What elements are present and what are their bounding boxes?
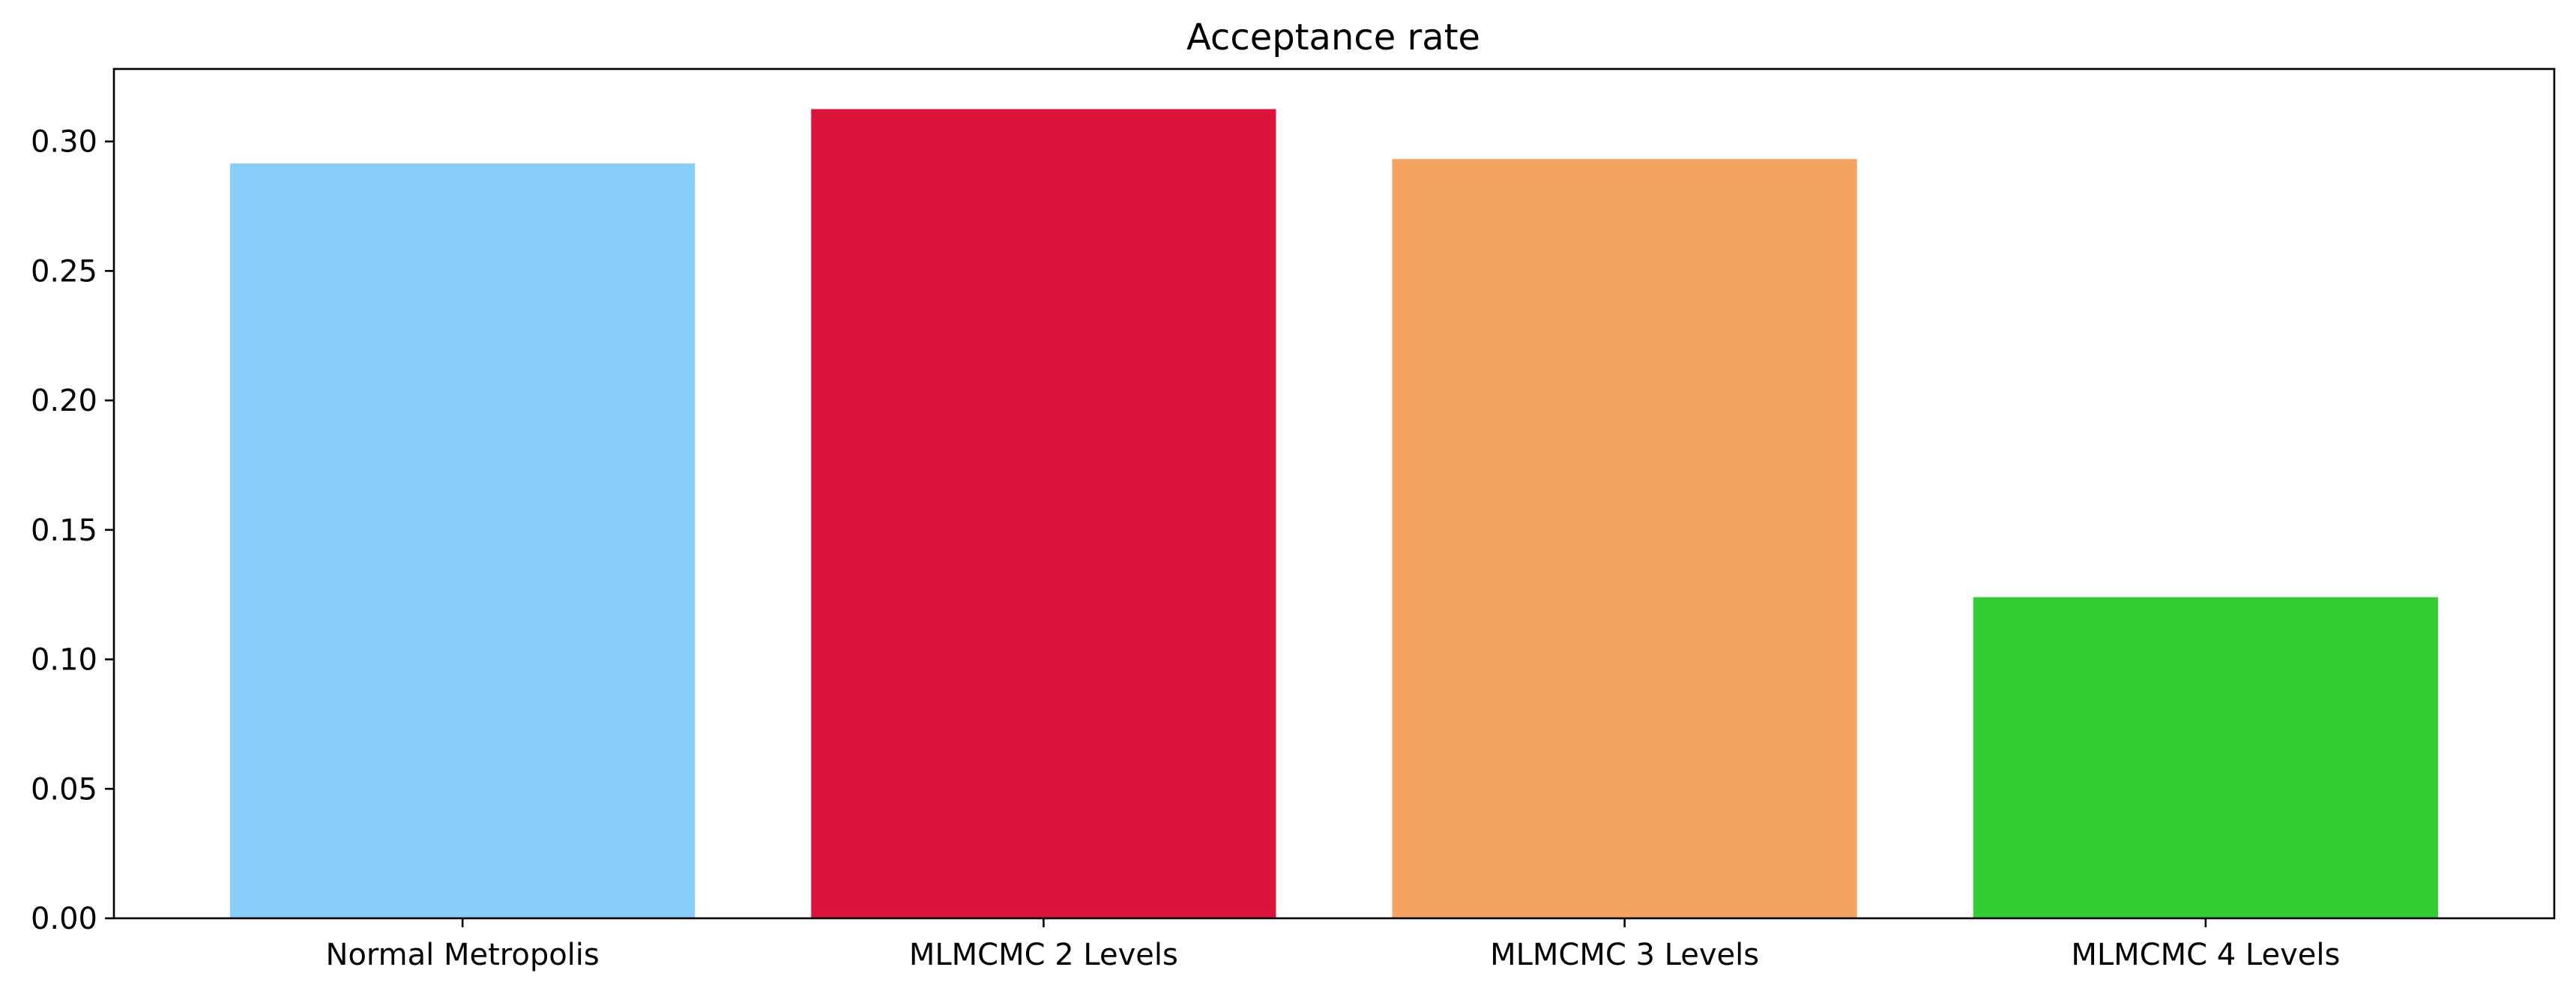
- x-axis: Normal Metropolis MLMCMC 2 Levels MLMCMC 3…: [326, 918, 2340, 972]
- x-tick-label: MLMCMC 3 Levels: [1490, 938, 1759, 972]
- bar-4: [1973, 597, 2438, 918]
- bar-2: [811, 109, 1276, 919]
- y-axis: 0.00 0.05 0.10 0.15 0.20 0.25 0.30: [31, 125, 114, 936]
- bar-3: [1392, 159, 1857, 918]
- bar-1: [230, 163, 696, 918]
- bars-layer: [230, 109, 2438, 919]
- y-tick-label: 0.10: [31, 643, 97, 678]
- x-tick-label: MLMCMC 2 Levels: [909, 938, 1178, 972]
- y-tick-label: 0.30: [31, 125, 97, 160]
- chart-title: Acceptance rate: [1186, 16, 1480, 58]
- y-tick-label: 0.05: [31, 772, 97, 807]
- y-tick-label: 0.15: [31, 513, 97, 548]
- y-tick-label: 0.20: [31, 384, 97, 418]
- y-tick-label: 0.00: [31, 902, 97, 936]
- plot-frame: [112, 67, 2556, 920]
- y-tick-label: 0.25: [31, 254, 97, 289]
- x-tick-label: MLMCMC 4 Levels: [2071, 938, 2340, 972]
- x-tick-label: Normal Metropolis: [326, 938, 600, 972]
